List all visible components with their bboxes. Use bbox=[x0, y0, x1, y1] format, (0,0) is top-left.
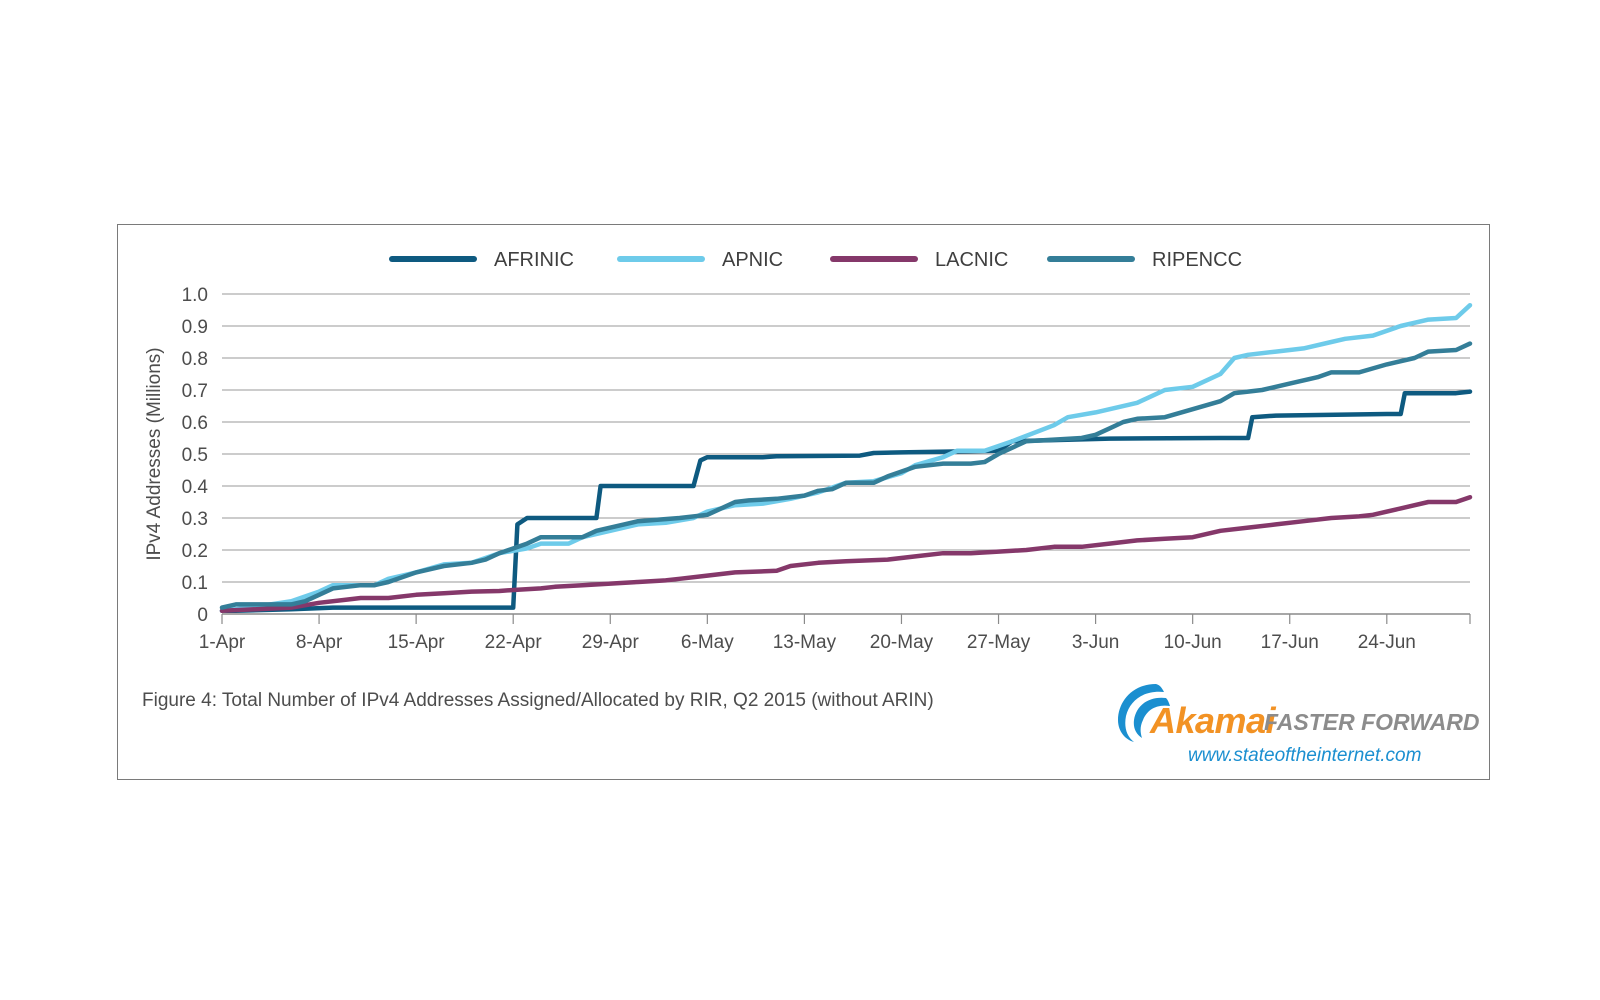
y-tick-label: 0.4 bbox=[182, 477, 209, 498]
y-tick-label: 0.1 bbox=[182, 573, 208, 594]
x-tick-label: 15-Apr bbox=[388, 632, 446, 653]
y-tick-label: 0 bbox=[197, 605, 208, 626]
akamai-logo[interactable]: Akamai FASTER FORWARD www.stateoftheinte… bbox=[1112, 676, 1480, 766]
x-tick-label: 22-Apr bbox=[485, 632, 543, 653]
chart-frame bbox=[117, 224, 1490, 780]
x-axis-ticks: 1-Apr 8-Apr 15-Apr 22-Apr 29-Apr 6-May 13-May 2… bbox=[199, 614, 1471, 653]
legend-label-ripencc: RIPENCC bbox=[1152, 249, 1242, 271]
y-axis-ticks: 0 0.1 0.2 0.3 0.4 0.5 0.6 0.7 0.8 0.9 1.0 bbox=[182, 285, 209, 626]
y-axis-label: IPv4 Addresses (Millions) bbox=[144, 347, 165, 560]
figure-caption: Figure 4: Total Number of IPv4 Addresses… bbox=[142, 690, 934, 711]
y-tick-label: 0.2 bbox=[182, 541, 208, 562]
y-tick-label: 0.3 bbox=[182, 509, 208, 530]
series-line-lacnic bbox=[219, 494, 1473, 614]
x-tick-label: 13-May bbox=[773, 632, 837, 653]
series-line-apnic bbox=[219, 302, 1473, 614]
logo-tagline: FASTER FORWARD bbox=[1264, 709, 1480, 735]
x-tick-label: 17-Jun bbox=[1261, 632, 1319, 653]
y-tick-label: 0.8 bbox=[182, 349, 208, 370]
series-line-ripencc bbox=[219, 341, 1473, 610]
x-tick-label: 20-May bbox=[870, 632, 934, 653]
y-tick-label: 0.9 bbox=[182, 317, 208, 338]
legend-label-afrinic: AFRINIC bbox=[494, 249, 574, 271]
legend: AFRINIC APNIC LACNIC RIPENCC bbox=[389, 249, 1242, 271]
x-tick-label: 29-Apr bbox=[582, 632, 640, 653]
y-tick-label: 1.0 bbox=[182, 285, 208, 306]
x-tick-label: 8-Apr bbox=[296, 632, 343, 653]
logo-url-link[interactable]: www.stateoftheinternet.com bbox=[1188, 745, 1422, 766]
series-lines bbox=[219, 302, 1473, 614]
x-tick-label: 6-May bbox=[681, 632, 734, 653]
akamai-wave-logo-icon bbox=[1118, 684, 1170, 742]
x-tick-label: 3-Jun bbox=[1072, 632, 1120, 653]
x-tick-label: 1-Apr bbox=[199, 632, 246, 653]
y-tick-label: 0.7 bbox=[182, 381, 208, 402]
y-tick-label: 0.5 bbox=[182, 445, 208, 466]
series-line-afrinic bbox=[219, 389, 1473, 614]
legend-label-apnic: APNIC bbox=[722, 249, 783, 271]
y-tick-label: 0.6 bbox=[182, 413, 208, 434]
x-tick-label: 27-May bbox=[967, 632, 1031, 653]
legend-label-lacnic: LACNIC bbox=[935, 249, 1008, 271]
x-tick-label: 10-Jun bbox=[1164, 632, 1222, 653]
gridlines bbox=[222, 293, 1470, 615]
logo-brand: Akamai bbox=[1150, 700, 1276, 741]
x-tick-label: 24-Jun bbox=[1358, 632, 1416, 653]
